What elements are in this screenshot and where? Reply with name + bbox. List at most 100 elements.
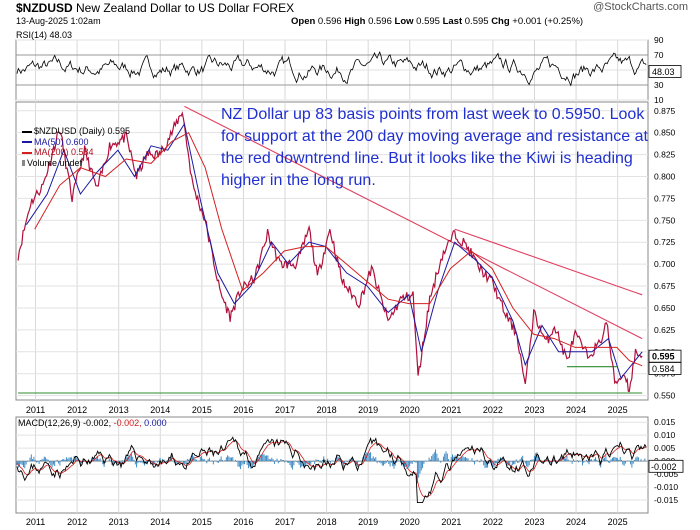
price-x-tick-label: 2015 (192, 405, 212, 415)
rsi-value-badge (648, 65, 682, 78)
macd-x-tick-label: 2023 (524, 517, 544, 527)
legend-ma50-swatch (22, 141, 32, 144)
price-panel-frame (15, 101, 649, 401)
macd-x-tick-label: 2019 (358, 517, 378, 527)
rsi-y-tick-label: 70 (654, 50, 664, 60)
last-value: 0.595 (464, 16, 489, 27)
macd-panel-frame (15, 416, 649, 514)
macd-y-tick-label: 0.005 (654, 443, 676, 453)
trendline-upper-trend (454, 228, 643, 296)
price-series-line (17, 111, 643, 393)
price-x-tick-label: 2025 (608, 405, 628, 415)
legend-volume-text: Volume undef (27, 157, 83, 168)
macd-x-tick-label: 2018 (317, 517, 337, 527)
rsi-label: RSI(14) 48.03 (16, 30, 73, 40)
legend-volume: Volume undef (22, 158, 130, 169)
price-x-tick-label: 2012 (67, 405, 87, 415)
macd-x-tick-label: 2020 (400, 517, 420, 527)
ohlc-readout: Open 0.596 High 0.596 Low 0.595 Last 0.5… (291, 16, 583, 27)
chart-datetime: 13-Aug-2025 1:02am (16, 16, 101, 26)
last-label: Last (442, 16, 463, 27)
legend-price-swatch (22, 130, 32, 133)
low-value: 0.595 (416, 16, 440, 27)
exchange: FOREX (252, 1, 295, 15)
macd-x-tick-label: 2016 (233, 517, 253, 527)
price-legend: $NZDUSD (Daily) 0.595 MA(50) 0.600 MA(20… (22, 126, 130, 168)
legend-price-text: $NZDUSD (Daily) 0.595 (34, 126, 131, 136)
legend-volume-swatch (22, 160, 25, 167)
price-x-tick-label: 2019 (358, 405, 378, 415)
price-x-tick-label: 2018 (317, 405, 337, 415)
macd-label-prefix: MACD(12,26,9) (18, 418, 81, 428)
open-value: 0.596 (317, 16, 342, 27)
macd-x-tick-label: 2022 (483, 517, 503, 527)
last-price-badge-text: 0.595 (652, 352, 675, 362)
chg-value: +0.001 (+0.25%) (512, 16, 584, 27)
price-y-tick-label: 0.825 (654, 150, 676, 160)
price-y-tick-label: 0.700 (654, 259, 676, 269)
rsi-value-badge-text: 48.03 (652, 67, 675, 77)
price-x-tick-label: 2021 (441, 405, 461, 415)
legend-price: $NZDUSD (Daily) 0.595 (22, 126, 130, 137)
price-y-tick-label: 0.750 (654, 215, 676, 225)
macd-x-tick-label: 2017 (275, 517, 295, 527)
price-y-tick-label: 0.650 (654, 303, 676, 313)
price-x-tick-label: 2017 (275, 405, 295, 415)
macd-value-1: -0.002, (83, 418, 112, 428)
macd-y-tick-label: -0.015 (654, 495, 678, 505)
rsi-y-tick-label: 90 (654, 35, 664, 45)
price-x-tick-label: 2016 (233, 405, 253, 415)
price-y-tick-label: 0.775 (654, 193, 676, 203)
symbol: $NZDUSD (16, 1, 73, 15)
macd-x-tick-label: 2014 (150, 517, 170, 527)
macd-value-3: 0.000 (144, 418, 167, 428)
high-label: High (344, 16, 366, 27)
open-label: Open (291, 16, 316, 27)
macd-x-tick-label: 2025 (608, 517, 628, 527)
price-y-tick-label: 0.850 (654, 128, 676, 138)
stockcharts-logo: @StockCharts.com (593, 1, 688, 13)
price-y-tick-label: 0.625 (654, 325, 676, 335)
macd-y-tick-label: -0.010 (654, 482, 678, 492)
rsi-y-tick-label: 10 (654, 95, 664, 105)
macd-y-tick-label: 0.010 (654, 430, 676, 440)
price-x-tick-label: 2023 (524, 405, 544, 415)
rsi-y-tick-label: 30 (654, 80, 664, 90)
price-x-tick-label: 2013 (109, 405, 129, 415)
high-value: 0.596 (368, 16, 392, 27)
symbol-line: $NZDUSD New Zealand Dollar to US Dollar … (16, 1, 294, 15)
price-y-tick-label: 0.875 (654, 106, 676, 116)
legend-ma200-text: MA(200) 0.584 (34, 147, 94, 157)
annotation-text: NZ Dollar up 83 basis points from last w… (221, 106, 648, 189)
price-y-tick-label: 0.725 (654, 237, 676, 247)
legend-ma50-text: MA(50) 0.600 (34, 136, 89, 147)
rsi-line (16, 51, 647, 87)
macd-value-badge-text: -0.002 (651, 462, 677, 472)
macd-x-tick-label: 2011 (26, 517, 45, 527)
ma200-badge (648, 362, 682, 375)
macd-label: MACD(12,26,9) -0.002, -0.002, 0.000 (18, 418, 167, 428)
macd-line (16, 436, 647, 504)
macd-value-badge (648, 459, 684, 473)
price-y-tick-label: 0.550 (654, 391, 676, 401)
price-x-tick-label: 2014 (150, 405, 170, 415)
ma200-badge-text: 0.584 (652, 364, 675, 374)
macd-x-tick-label: 2024 (566, 517, 586, 527)
macd-x-tick-label: 2013 (109, 517, 129, 527)
ma200-line (34, 132, 643, 367)
macd-y-tick-label: 0.015 (654, 417, 676, 427)
macd-value-2: -0.002, (113, 418, 142, 428)
chg-label: Chg (491, 16, 510, 27)
ma50-line (25, 122, 643, 380)
price-x-tick-label: 2011 (26, 405, 45, 415)
trendline-downtrend (184, 105, 643, 340)
chart-header: $NZDUSD New Zealand Dollar to US Dollar … (0, 0, 700, 40)
legend-ma200-swatch (22, 151, 32, 154)
low-label: Low (394, 16, 414, 27)
price-x-tick-label: 2020 (400, 405, 420, 415)
instrument-name: New Zealand Dollar to US Dollar (76, 1, 250, 15)
price-x-tick-label: 2022 (483, 405, 503, 415)
price-y-tick-label: 0.800 (654, 172, 676, 182)
macd-x-tick-label: 2021 (441, 517, 461, 527)
